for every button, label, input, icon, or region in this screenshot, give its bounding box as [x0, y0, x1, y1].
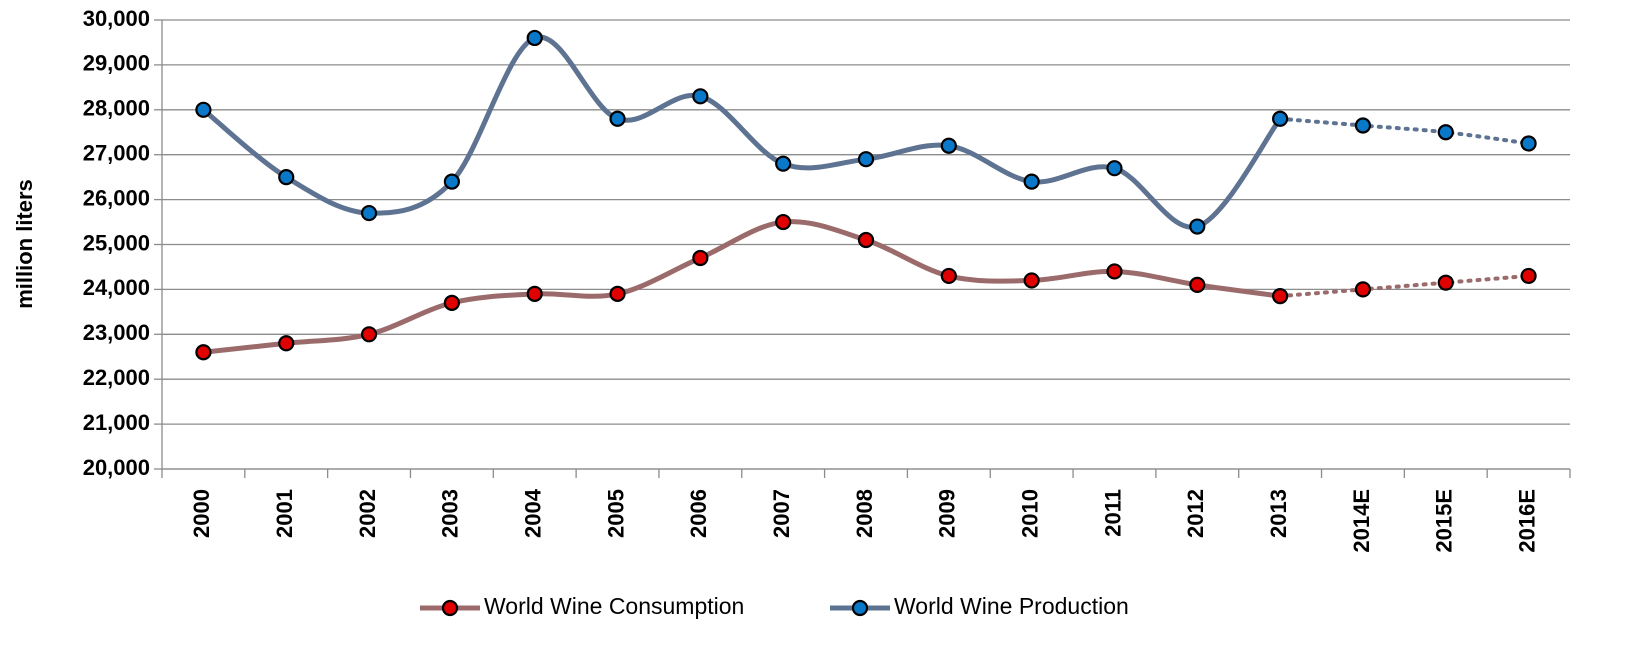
marker — [1023, 173, 1040, 190]
marker — [278, 335, 295, 352]
series-line — [200, 219, 1283, 355]
x-tick-label: 2004 — [521, 488, 546, 538]
marker — [1437, 124, 1454, 141]
marker — [1106, 160, 1123, 177]
x-tick-label: 2000 — [189, 489, 214, 538]
y-tick-label: 24,000 — [83, 275, 150, 300]
x-tick-label: 2006 — [686, 489, 711, 538]
y-tick-label: 30,000 — [83, 6, 150, 31]
legend-marker — [441, 599, 459, 617]
marker — [443, 294, 460, 311]
y-tick-label: 29,000 — [83, 51, 150, 76]
legend-label: World Wine Production — [894, 593, 1129, 619]
marker — [857, 231, 875, 249]
marker — [857, 151, 875, 168]
marker — [195, 101, 212, 118]
series-line — [200, 34, 1283, 230]
marker — [278, 169, 295, 186]
marker — [609, 285, 626, 302]
marker — [526, 29, 543, 47]
series-line-projected — [1278, 273, 1531, 299]
x-tick-label: 2012 — [1183, 489, 1208, 538]
marker — [609, 110, 626, 127]
marker — [443, 173, 460, 190]
legend-marker — [851, 599, 869, 617]
marker — [692, 249, 709, 267]
y-axis-label: million liters — [12, 179, 37, 309]
x-tick-label: 2005 — [603, 489, 628, 538]
marker — [1189, 276, 1206, 294]
marker — [940, 137, 957, 154]
marker — [1354, 117, 1372, 134]
x-tick-label: 2008 — [852, 489, 877, 538]
marker — [940, 267, 957, 285]
x-tick-label: 2014E — [1349, 489, 1374, 553]
marker — [195, 344, 212, 361]
y-tick-label: 23,000 — [83, 320, 150, 345]
x-tick-label: 2013 — [1266, 489, 1291, 538]
x-tick-label: 2003 — [438, 489, 463, 538]
y-tick-label: 21,000 — [83, 410, 150, 435]
x-tick-label: 2009 — [935, 489, 960, 538]
marker — [1520, 135, 1537, 152]
x-tick-label: 2001 — [272, 489, 297, 538]
marker — [526, 285, 543, 302]
y-tick-label: 28,000 — [83, 96, 150, 121]
x-tick-label: 2011 — [1100, 489, 1125, 537]
marker — [1437, 274, 1454, 291]
legend-label: World Wine Consumption — [484, 593, 744, 619]
marker — [1106, 263, 1123, 280]
x-tick-label: 2007 — [769, 489, 794, 538]
x-tick-label: 2016E — [1514, 489, 1539, 553]
marker — [1272, 110, 1289, 127]
x-tick-label: 2002 — [355, 489, 380, 538]
y-tick-label: 25,000 — [83, 230, 150, 255]
marker — [360, 326, 378, 343]
marker — [1520, 267, 1537, 285]
x-tick-label: 2015E — [1432, 489, 1457, 553]
marker — [1354, 281, 1372, 298]
y-tick-label: 22,000 — [83, 365, 150, 390]
x-tick-label: 2010 — [1017, 489, 1042, 538]
y-tick-label: 20,000 — [83, 455, 150, 480]
marker — [1272, 288, 1289, 305]
marker — [360, 204, 378, 222]
marker — [775, 213, 792, 231]
y-tick-label: 26,000 — [83, 185, 150, 210]
marker — [1023, 272, 1040, 289]
y-tick-label: 27,000 — [83, 141, 150, 166]
marker — [775, 155, 792, 172]
marker — [1189, 218, 1206, 235]
marker — [692, 88, 709, 105]
series-line-projected — [1278, 116, 1531, 146]
